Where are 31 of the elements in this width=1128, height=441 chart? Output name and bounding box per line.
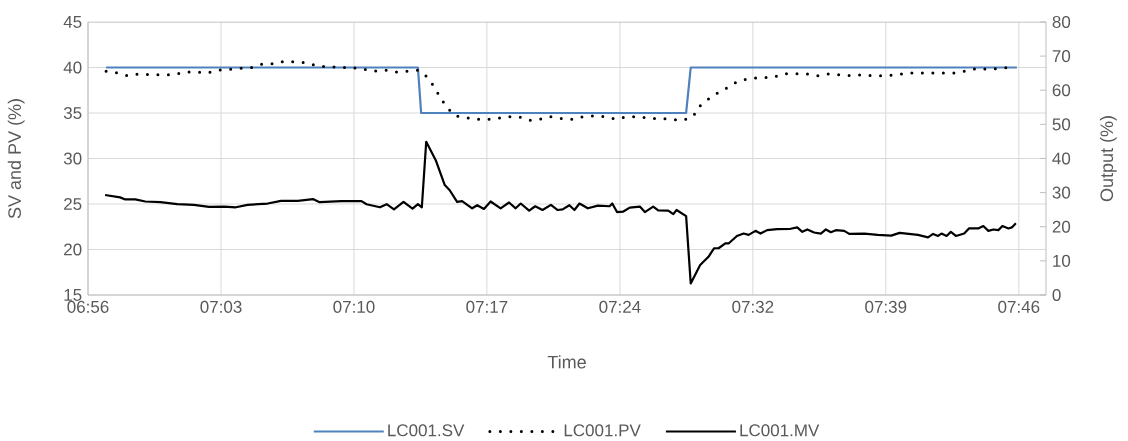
legend-label: LC001.MV xyxy=(740,424,820,437)
y2-tick-label: 40 xyxy=(1052,152,1071,165)
y-tick-label: 25 xyxy=(64,197,82,211)
y2-tick-label: 70 xyxy=(1052,50,1071,63)
y-tick-label: 45 xyxy=(63,16,82,28)
y-tick-label: 30 xyxy=(63,152,82,165)
legend-label: LC001.SV xyxy=(388,424,465,437)
y-tick-label: 35 xyxy=(63,106,82,120)
x-tick-label: 07:46 xyxy=(998,300,1040,313)
y2-tick-label: 10 xyxy=(1053,254,1071,267)
x-tick-label: 07:03 xyxy=(200,300,242,313)
x-tick-label: 07:24 xyxy=(599,300,641,313)
x-tick-label: 06:56 xyxy=(67,300,109,313)
x-tick-label: 07:39 xyxy=(865,300,907,313)
legend-label: LC001.PV xyxy=(564,424,641,437)
x-axis-title: Time xyxy=(547,355,586,369)
y2-axis-title: Output (%) xyxy=(1099,116,1117,202)
y-tick-label: 15 xyxy=(64,289,82,301)
x-tick-label: 07:17 xyxy=(466,300,508,313)
x-tick-label: 07:10 xyxy=(333,300,375,313)
line-series xyxy=(103,140,1017,285)
y-tick-label: 40 xyxy=(63,61,82,74)
y-tick-label: 20 xyxy=(64,243,82,256)
y2-tick-label: 80 xyxy=(1052,15,1071,29)
y2-tick-label: 30 xyxy=(1052,186,1071,199)
y2-tick-label: 0 xyxy=(1052,288,1061,302)
y2-tick-label: 50 xyxy=(1052,118,1071,131)
x-tick-label: 07:32 xyxy=(732,300,774,313)
y-axis-title: SV and PV (%) xyxy=(7,99,25,219)
y2-tick-label: 60 xyxy=(1052,84,1071,97)
y2-tick-label: 20 xyxy=(1052,220,1071,233)
